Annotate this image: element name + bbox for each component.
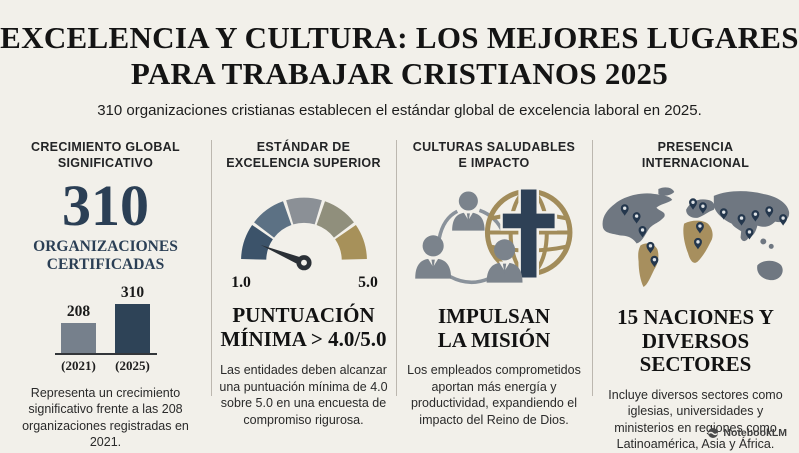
header: EXCELENCIA Y CULTURA: LOS MEJORES LUGARE… — [0, 20, 799, 119]
column-divider — [211, 140, 212, 396]
stat-value: 310 — [62, 173, 149, 238]
person-icon — [415, 235, 452, 279]
year-label-2025: (2025) — [115, 357, 150, 373]
column-body-text: Representa un crecimiento significativo … — [22, 385, 189, 450]
map-pin — [778, 214, 787, 226]
stat-label: ORGANIZACIONES CERTIFICADAS — [33, 238, 178, 274]
column-heading: CULTURAS SALUDABLES E IMPACTO — [412, 140, 576, 170]
notebooklm-logo-icon — [708, 428, 719, 438]
column-culturas-saludables: CULTURAS SALUDABLES E IMPACTO — [396, 134, 592, 453]
column-body-text: Incluye diversos sectores como iglesias,… — [608, 387, 783, 452]
column-subhead: PUNTUACIÓN MÍNIMA > 4.0/5.0 — [220, 303, 387, 351]
bar-2021 — [61, 322, 96, 353]
column-subhead: IMPULSAN LA MISIÓN — [437, 304, 551, 352]
bar-value-label: 208 — [66, 302, 91, 320]
world-map-svg — [602, 187, 789, 287]
columns: CRECIMIENTO GLOBAL SIGNIFICATIVO 310 ORG… — [0, 134, 799, 453]
bar-group-2021: 208 — [60, 303, 98, 353]
column-heading: PRESENCIA INTERNACIONAL — [641, 140, 750, 170]
notebooklm-watermark-label: NotebookLM — [723, 427, 787, 439]
bar-chart-plot: 208 310 — [54, 284, 157, 355]
gauge-segment-1 — [240, 224, 273, 261]
page-title-line2: PARA TRABAJAR CRISTIANOS 2025 — [130, 56, 669, 92]
bar-group-2025: 310 — [114, 284, 152, 353]
gauge-segment-3 — [285, 197, 322, 225]
continent-south-america — [637, 243, 658, 287]
column-divider — [592, 140, 593, 396]
gauge-svg: 1.0 5.0 — [231, 197, 378, 291]
gauge-segment-4 — [315, 201, 354, 239]
page-subtitle: 310 organizaciones cristianas establecen… — [97, 101, 702, 119]
cross-icon — [500, 186, 558, 280]
bar-chart-axis-labels: (2021) (2025) — [55, 358, 157, 374]
gauge-segment-2 — [253, 201, 292, 239]
column-body-text: Los empleados comprometidos aportan más … — [407, 363, 581, 427]
continent-greenland — [657, 187, 674, 196]
column-body-text: Las entidades deben alcanzar una puntuac… — [219, 363, 388, 427]
column-heading: ESTÁNDAR DE EXCELENCIA SUPERIOR — [226, 140, 381, 170]
column-subhead: 15 NACIONES Y DIVERSOS SECTORES — [617, 305, 774, 377]
community-cross-globe-svg — [415, 186, 573, 285]
column-crecimiento-global: CRECIMIENTO GLOBAL SIGNIFICATIVO 310 ORG… — [0, 134, 211, 453]
gauge-segment-5 — [334, 224, 367, 261]
column-presencia-internacional: PRESENCIA INTERNACIONAL — [592, 134, 799, 453]
column-divider — [396, 140, 397, 396]
gauge-max-label: 5.0 — [358, 274, 378, 290]
column-estandar-excelencia: ESTÁNDAR DE EXCELENCIA SUPERIOR 1.0 5.0 … — [211, 134, 396, 453]
continent-australia — [756, 260, 783, 281]
page-title-line1: EXCELENCIA Y CULTURA: LOS MEJORES LUGARE… — [0, 20, 799, 55]
world-map-icon — [597, 184, 795, 296]
notebooklm-watermark: NotebookLM — [707, 427, 787, 439]
connection-arc — [449, 275, 490, 285]
year-label-2021: (2021) — [61, 357, 96, 373]
page-title: EXCELENCIA Y CULTURA: LOS MEJORES LUGARE… — [0, 20, 799, 93]
gauge-min-label: 1.0 — [231, 274, 251, 290]
column-heading: CRECIMIENTO GLOBAL SIGNIFICATIVO — [31, 140, 180, 170]
bar-value-label: 310 — [120, 283, 145, 301]
bar-2025 — [115, 303, 150, 353]
bar-chart: 208 310 (2021) (2025) — [54, 284, 157, 374]
gauge-needle — [260, 244, 306, 267]
community-cross-globe-icon — [406, 178, 582, 302]
gauge-icon: 1.0 5.0 — [220, 183, 388, 295]
connection-arc — [437, 209, 459, 239]
